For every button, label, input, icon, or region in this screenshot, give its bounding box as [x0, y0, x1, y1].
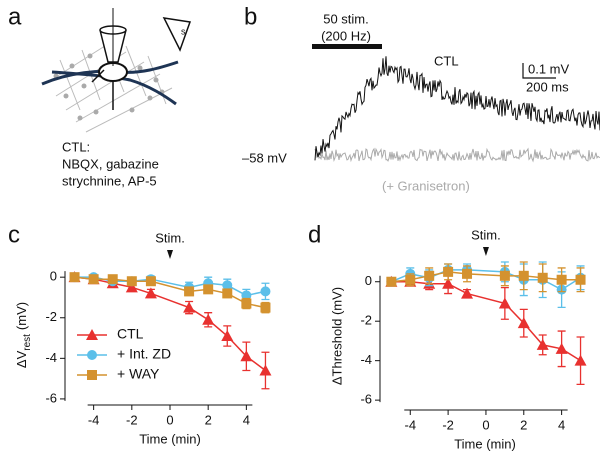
marker: [443, 266, 454, 277]
scale-label: 200 ms: [526, 79, 569, 94]
stim-bar: [312, 44, 382, 49]
marker: [107, 274, 118, 285]
y-tick-label: -2: [360, 313, 372, 328]
baseline-label: –58 mV: [242, 150, 287, 165]
marker: [556, 274, 567, 285]
marker: [260, 302, 271, 313]
marker: [183, 301, 196, 313]
trace: [314, 56, 600, 161]
marker: [222, 280, 233, 291]
stim-label: (200 Hz): [321, 28, 371, 43]
trace-label: (+ Granisetron): [382, 178, 470, 193]
marker: [69, 272, 80, 283]
y-tick-label: -6: [45, 390, 57, 405]
marker: [386, 276, 397, 287]
y-tick-label: -4: [360, 352, 372, 367]
marker: [221, 330, 234, 342]
y-axis-label: ΔVrest (mV): [14, 302, 32, 368]
marker: [145, 276, 156, 287]
panel-label: b: [244, 3, 257, 30]
trace-label: CTL: [434, 53, 459, 68]
y-axis-label: ΔThreshold (mV): [329, 287, 344, 385]
marker: [202, 313, 215, 325]
series-line: [391, 271, 581, 283]
x-tick-label: 4: [558, 417, 565, 432]
y-label-part: rest: [22, 334, 33, 351]
marker: [240, 350, 253, 362]
x-tick-label: -4: [404, 417, 416, 432]
marker: [574, 354, 587, 366]
x-tick-label: 4: [243, 412, 250, 427]
x-tick-label: -2: [442, 417, 454, 432]
legend-label: CTL: [117, 326, 144, 342]
y-tick-label: 0: [50, 269, 57, 284]
schematic: [41, 8, 192, 133]
x-tick-label: 2: [205, 412, 212, 427]
panel-label: d: [308, 221, 321, 248]
annotation: Stim.: [155, 230, 185, 245]
y-label-part: (mV): [14, 302, 29, 330]
legend-marker: [87, 350, 97, 360]
condition-text: CTL:: [62, 139, 90, 154]
marker: [499, 270, 510, 281]
series-line: [391, 269, 581, 291]
stim-label: 50 stim.: [323, 11, 369, 26]
series-line: [74, 276, 266, 372]
x-tick-label: 2: [520, 417, 527, 432]
x-tick-label: -2: [126, 412, 138, 427]
scale-bar: [522, 63, 556, 79]
marker: [424, 270, 435, 281]
legend-marker: [87, 370, 97, 380]
marker: [259, 364, 272, 376]
y-tick-label: -6: [360, 392, 372, 407]
condition-text: NBQX, gabazine: [62, 156, 159, 171]
scale-label: 0.1 mV: [528, 61, 570, 76]
marker: [260, 286, 271, 297]
legend-label: + WAY: [117, 366, 160, 382]
legend-marker: [86, 329, 98, 340]
legend-label: + Int. ZD: [117, 346, 171, 362]
marker: [498, 297, 511, 309]
marker: [222, 288, 233, 299]
panel-label: a: [8, 3, 22, 30]
marker: [575, 274, 586, 285]
stim-arrow: [167, 250, 173, 259]
series-line: [74, 276, 266, 309]
marker: [126, 276, 137, 287]
y-label-part: ΔV: [14, 350, 29, 368]
series-line: [391, 280, 581, 362]
marker: [518, 270, 529, 281]
condition-text: strychnine, AP-5: [62, 173, 157, 188]
cell-label: s: [181, 26, 186, 36]
x-axis-label: Time (min): [454, 436, 516, 451]
x-axis-label: Time (min): [139, 431, 201, 446]
marker: [144, 287, 157, 299]
marker: [88, 274, 99, 285]
y-tick-label: -4: [45, 350, 57, 365]
panel-label: c: [8, 221, 20, 248]
marker: [442, 277, 455, 289]
x-tick-label: -4: [88, 412, 100, 427]
annotation: Stim.: [471, 227, 501, 242]
marker: [184, 286, 195, 297]
stim-arrow: [482, 247, 489, 256]
marker: [537, 272, 548, 283]
marker: [462, 268, 473, 279]
marker: [241, 298, 252, 309]
marker: [536, 338, 549, 350]
marker: [203, 284, 214, 295]
marker: [125, 281, 138, 293]
y-tick-label: -2: [45, 309, 57, 324]
marker: [555, 342, 568, 354]
marker: [405, 274, 416, 285]
y-tick-label: 0: [365, 273, 372, 288]
marker: [461, 287, 474, 299]
trace: [314, 147, 600, 163]
x-tick-label: 0: [166, 412, 173, 427]
marker: [517, 317, 530, 329]
x-tick-label: 0: [482, 417, 489, 432]
